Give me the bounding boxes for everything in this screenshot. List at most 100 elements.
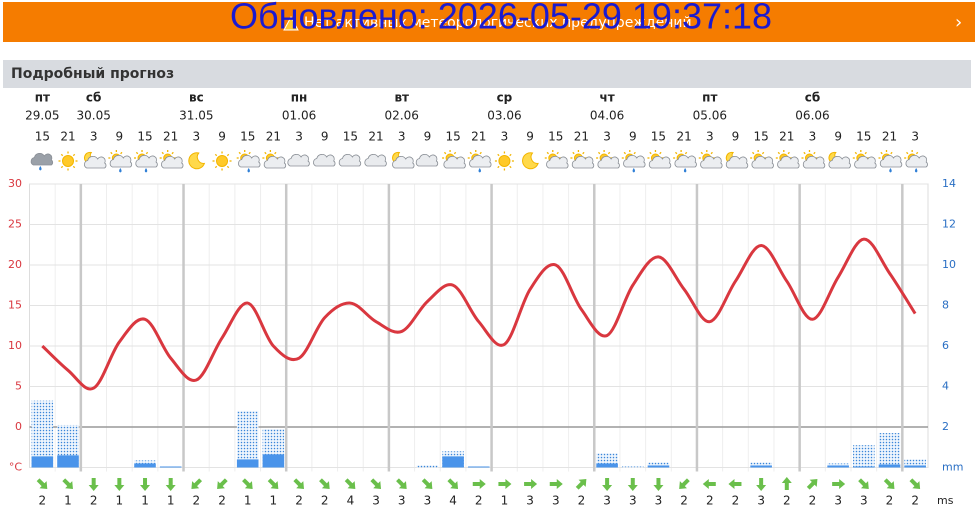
wind-speed: 2 [39,494,47,508]
precip-bar [57,455,79,468]
cloud [30,152,54,166]
sun-ray [864,151,867,155]
wind-arrow [781,477,792,490]
wind-speed: 2 [321,494,329,508]
sun-ray [915,151,919,155]
cloud [802,155,826,169]
hour-label: 15 [548,130,563,144]
hour-label: 9 [732,130,740,144]
precip-bar [442,456,464,468]
wind-arrow [549,479,563,489]
cloud [109,154,133,168]
day-date: 06.06 [795,109,829,123]
hour-label: 9 [424,130,432,144]
weather-icon [852,150,877,169]
wind-speed: 3 [398,494,406,508]
precip-bar [262,454,285,468]
hour-label: 3 [90,130,98,144]
day-name: ср [497,91,513,105]
wind-arrow [165,478,176,491]
cloud [674,154,697,168]
wind-speed: 3 [603,494,611,508]
day-date: 31.05 [179,109,213,123]
wind-speed: 3 [860,494,868,508]
cloud [415,153,439,167]
sun-ray [497,153,500,157]
wind-arrow [858,478,869,489]
hour-label: 3 [706,130,714,144]
sun-ray [710,151,713,155]
sun-ray [110,151,113,155]
hour-label: 15 [343,130,358,144]
cloud [879,154,903,168]
sun-ray [509,153,512,157]
weather-icon [415,153,439,167]
day-date: 01.06 [282,109,316,123]
sun-ray [497,165,500,169]
banner-arrow[interactable]: › [955,12,962,33]
wind-arrow [728,479,742,489]
day-name: сб [805,91,821,105]
wind-arrow [653,478,664,491]
cloud [392,155,415,169]
warning-text: Нет активных метеорологических предупреж… [304,15,692,31]
hour-label: 21 [779,130,794,144]
day-date: 03.06 [487,109,521,123]
wind-speed: 2 [706,494,714,508]
wind-arrow [88,478,99,491]
sun-ray [649,151,652,155]
wind-arrow [702,479,716,489]
weather-icon [287,153,310,167]
section-header [3,60,971,88]
wind-arrow [293,478,304,489]
wind-arrow [447,478,459,489]
warning-banner[interactable] [3,2,975,42]
wind-arrow [344,478,356,489]
wind-speed: 2 [295,494,303,508]
wind-speed: 1 [64,494,72,508]
weather-icon [904,150,928,173]
sun-ray [556,151,559,155]
sun-ray [659,151,662,155]
rain-drop [144,168,148,173]
hour-label: 3 [398,130,406,144]
wind-speed: 3 [372,494,380,508]
cloud [751,155,774,169]
precip-bar [236,459,259,468]
hour-label: 9 [321,130,329,144]
rain-drop [247,168,250,173]
y2-tick-label: 14 [942,177,956,190]
wind-speed: 2 [193,494,201,508]
weather-icon [30,152,54,171]
day-name: пт [702,91,717,105]
hour-label: 15 [137,130,152,144]
weather-icon [570,150,595,169]
weather-icon [159,150,184,169]
sun-ray [623,151,626,155]
sun-ray [161,151,164,155]
wind-arrow [267,478,279,489]
precip-bar [878,433,901,468]
sun-ray [787,151,790,155]
cloud [700,155,723,169]
warning-icon [283,15,299,31]
sun-ray [120,151,123,155]
wind-speed: 2 [578,494,586,508]
wind-arrow [832,479,846,489]
day-name: сб [86,91,102,105]
hour-label: 9 [629,130,637,144]
weather-icon [544,150,569,169]
sun-ray [777,151,781,155]
cloud [469,154,492,168]
cloud [623,154,646,168]
wind-arrow [472,479,486,489]
weather-icon [467,150,492,173]
sun-ray [675,151,678,155]
rain-drop [39,166,42,171]
hour-label: 9 [218,130,226,144]
wind-speed: 3 [834,494,842,508]
wind-arrow [498,479,512,489]
wind-speed: 2 [783,494,791,508]
y-tick-label: °C [9,461,23,474]
